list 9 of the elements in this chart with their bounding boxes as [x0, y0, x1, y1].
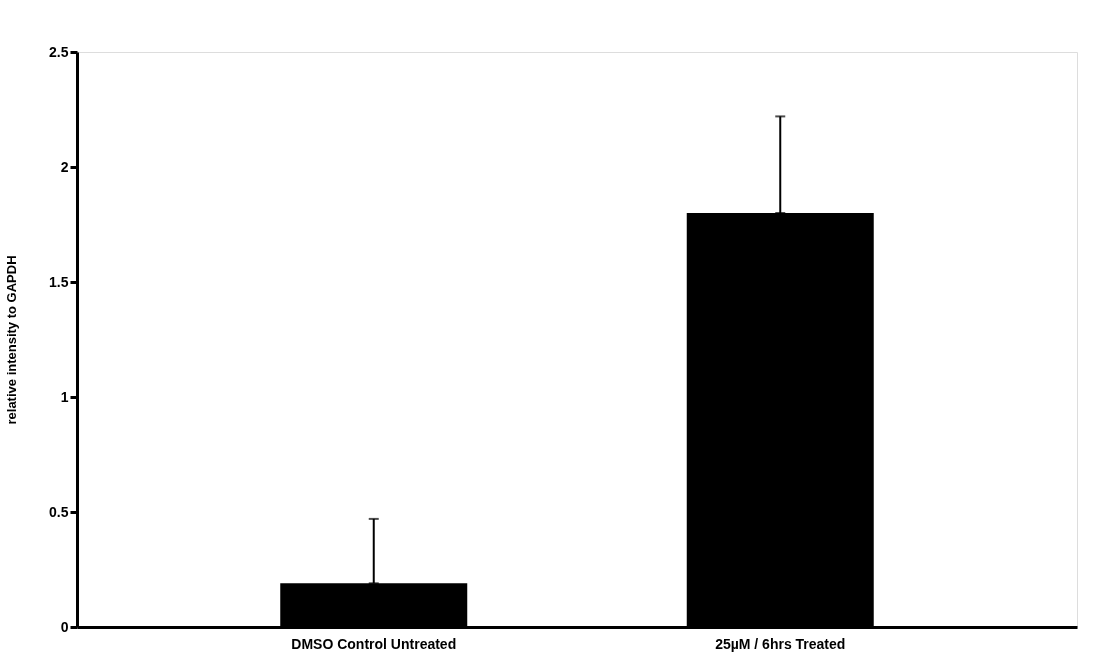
y-tick-label: 2.5	[49, 43, 69, 60]
y-tick-label: 1	[60, 388, 69, 405]
y-tick-label: 0	[60, 618, 69, 635]
y-tick-label: 2	[60, 158, 69, 175]
x-tick-label: 25µM / 6hrs Treated	[715, 635, 846, 652]
y-tick-label: 0.5	[49, 503, 69, 520]
x-tick-label: DMSO Control Untreated	[291, 635, 457, 652]
y-axis-title: relative intensity to GAPDH	[4, 255, 20, 425]
y-tick-label: 1.5	[49, 273, 69, 290]
